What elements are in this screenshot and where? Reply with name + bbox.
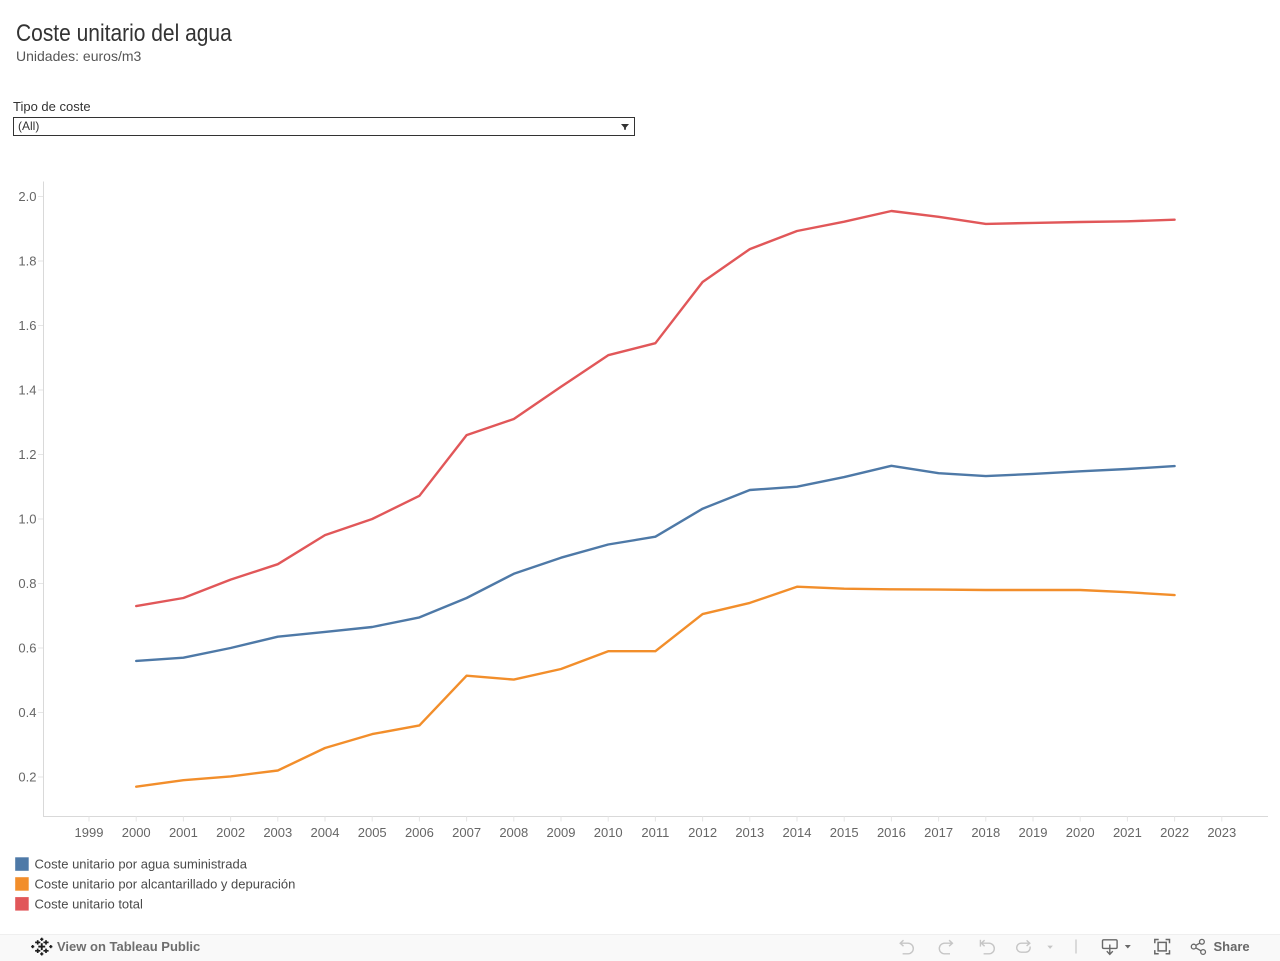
svg-text:2012: 2012: [688, 825, 717, 840]
svg-text:0.8: 0.8: [18, 576, 36, 591]
svg-text:1999: 1999: [75, 825, 104, 840]
svg-text:Coste unitario total: Coste unitario total: [35, 896, 144, 911]
svg-text:1.8: 1.8: [18, 254, 36, 269]
svg-text:2020: 2020: [1066, 825, 1095, 840]
svg-text:2013: 2013: [735, 825, 764, 840]
svg-text:Coste unitario por agua sumini: Coste unitario por agua suministrada: [35, 857, 248, 872]
svg-text:2004: 2004: [311, 825, 340, 840]
svg-text:Coste unitario por alcantarill: Coste unitario por alcantarillado y depu…: [35, 876, 296, 891]
svg-text:2023: 2023: [1207, 825, 1236, 840]
svg-text:2011: 2011: [641, 825, 669, 840]
svg-text:2001: 2001: [169, 825, 198, 840]
svg-text:0.4: 0.4: [18, 705, 36, 720]
svg-text:2003: 2003: [263, 825, 292, 840]
svg-text:2017: 2017: [924, 825, 953, 840]
svg-text:1.0: 1.0: [18, 512, 36, 527]
svg-text:2000: 2000: [122, 825, 151, 840]
svg-text:2008: 2008: [499, 825, 528, 840]
svg-text:2005: 2005: [358, 825, 387, 840]
svg-text:2022: 2022: [1160, 825, 1189, 840]
svg-text:2021: 2021: [1113, 825, 1142, 840]
svg-text:1.6: 1.6: [18, 318, 36, 333]
svg-text:1.4: 1.4: [18, 383, 36, 398]
svg-text:2018: 2018: [971, 825, 1000, 840]
svg-text:2015: 2015: [830, 825, 859, 840]
svg-text:1.2: 1.2: [18, 447, 36, 462]
svg-text:2007: 2007: [452, 825, 481, 840]
svg-text:2006: 2006: [405, 825, 434, 840]
svg-text:0.2: 0.2: [18, 770, 36, 785]
svg-text:2014: 2014: [783, 825, 812, 840]
svg-text:2010: 2010: [594, 825, 623, 840]
svg-text:2002: 2002: [216, 825, 245, 840]
svg-text:2.0: 2.0: [18, 189, 36, 204]
svg-text:2019: 2019: [1019, 825, 1048, 840]
svg-text:0.6: 0.6: [18, 641, 36, 656]
svg-text:Share: Share: [1214, 939, 1250, 954]
svg-text:2016: 2016: [877, 825, 906, 840]
svg-text:2009: 2009: [547, 825, 576, 840]
